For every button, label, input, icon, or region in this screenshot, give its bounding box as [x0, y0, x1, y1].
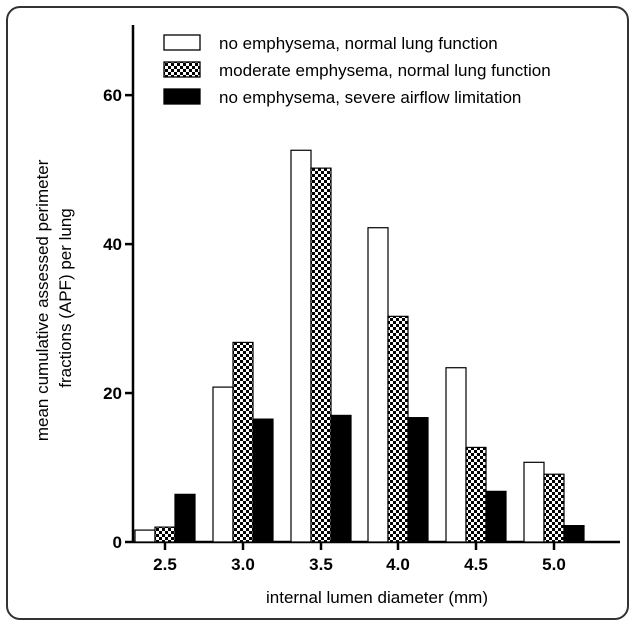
bar — [252, 418, 274, 543]
bar — [523, 461, 545, 543]
legend-label: no emphysema, severe airflow limitation — [219, 88, 521, 107]
legend-swatch — [163, 88, 201, 105]
x-tick-label: 2.5 — [153, 555, 177, 574]
bar — [563, 525, 585, 543]
y-tick-label: 60 — [103, 86, 122, 105]
bar — [232, 341, 254, 543]
y-axis-title: mean cumulative assessed perimeter fract… — [33, 155, 75, 441]
bar — [485, 490, 507, 543]
x-tick-label: 5.0 — [542, 555, 566, 574]
bar — [134, 529, 156, 543]
y-axis-title-line-1: mean cumulative assessed perimeter — [33, 159, 52, 441]
bar — [174, 493, 196, 543]
x-axis-title: internal lumen diameter (mm) — [266, 588, 488, 607]
x-tick-label: 4.5 — [464, 555, 488, 574]
bar — [445, 367, 467, 543]
legend-swatch — [163, 34, 201, 51]
bar — [407, 417, 429, 543]
legend-label: no emphysema, normal lung function — [219, 34, 498, 53]
x-tick-label: 3.5 — [309, 555, 333, 574]
y-axis-title-line-2: fractions (APF) per lung — [56, 208, 75, 388]
bar — [330, 414, 352, 543]
bar — [154, 526, 176, 543]
y-tick-label: 20 — [103, 384, 122, 403]
y-tick-label: 40 — [103, 235, 122, 254]
bars — [134, 149, 585, 543]
x-tick-label: 3.0 — [231, 555, 255, 574]
bar — [290, 149, 312, 543]
x-tick-label: 4.0 — [386, 555, 410, 574]
bar — [367, 227, 389, 543]
bar — [465, 446, 487, 543]
legend: no emphysema, normal lung function modera… — [163, 34, 551, 107]
bar — [212, 386, 234, 543]
legend-swatch — [163, 61, 201, 78]
legend-label: moderate emphysema, normal lung function — [219, 61, 551, 80]
bar — [543, 473, 565, 543]
y-tick-label: 0 — [113, 533, 122, 552]
bar — [310, 167, 332, 543]
bar — [387, 315, 409, 543]
